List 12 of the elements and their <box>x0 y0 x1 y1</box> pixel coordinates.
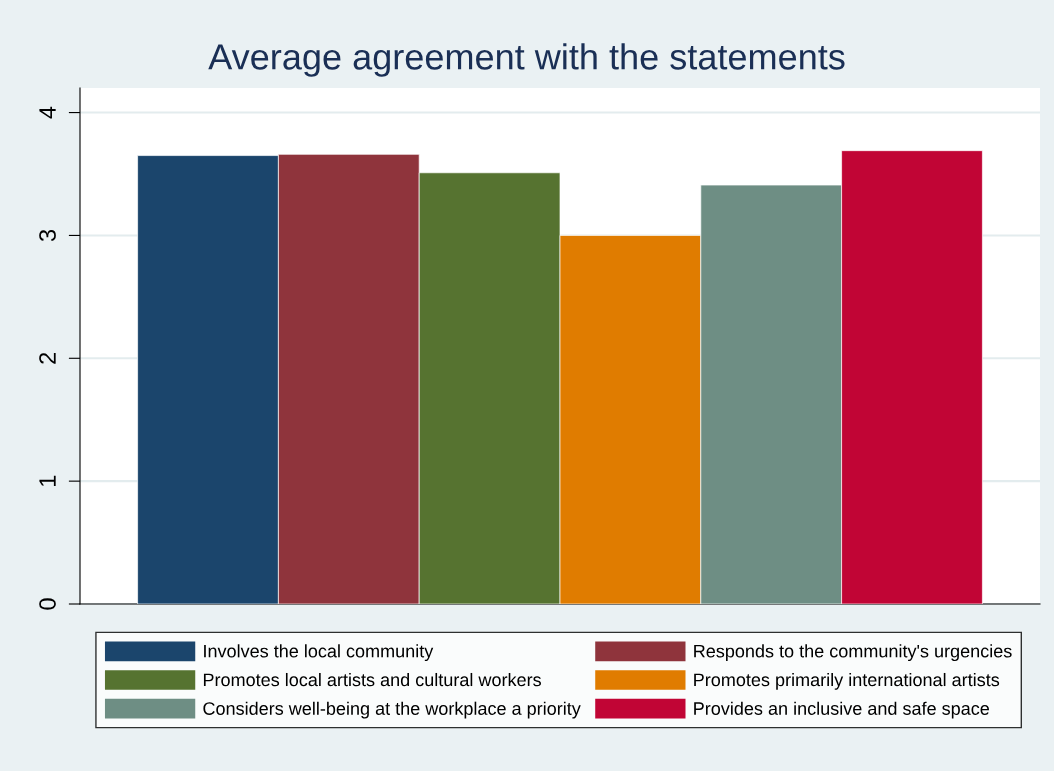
y-tick-label: 0 <box>39 598 56 610</box>
y-tick-label: 1 <box>39 475 56 486</box>
legend-label: Considers well-being at the workplace a priority <box>203 701 581 719</box>
legend-label: Promotes primarily international artists <box>694 672 1000 690</box>
legend-label: Promotes local artists and cultural workers <box>203 672 541 687</box>
legend-label: Responds to the community's urgencies <box>694 644 1012 662</box>
legend-label: Provides an inclusive and safe space <box>694 701 990 719</box>
y-tick-label: 2 <box>39 352 56 364</box>
y-tick-label: 3 <box>39 229 56 242</box>
chart-title: Average agreement with the statements <box>208 43 845 77</box>
legend-label: Involves the local community <box>204 644 434 662</box>
y-tick-label: 4 <box>39 106 56 119</box>
